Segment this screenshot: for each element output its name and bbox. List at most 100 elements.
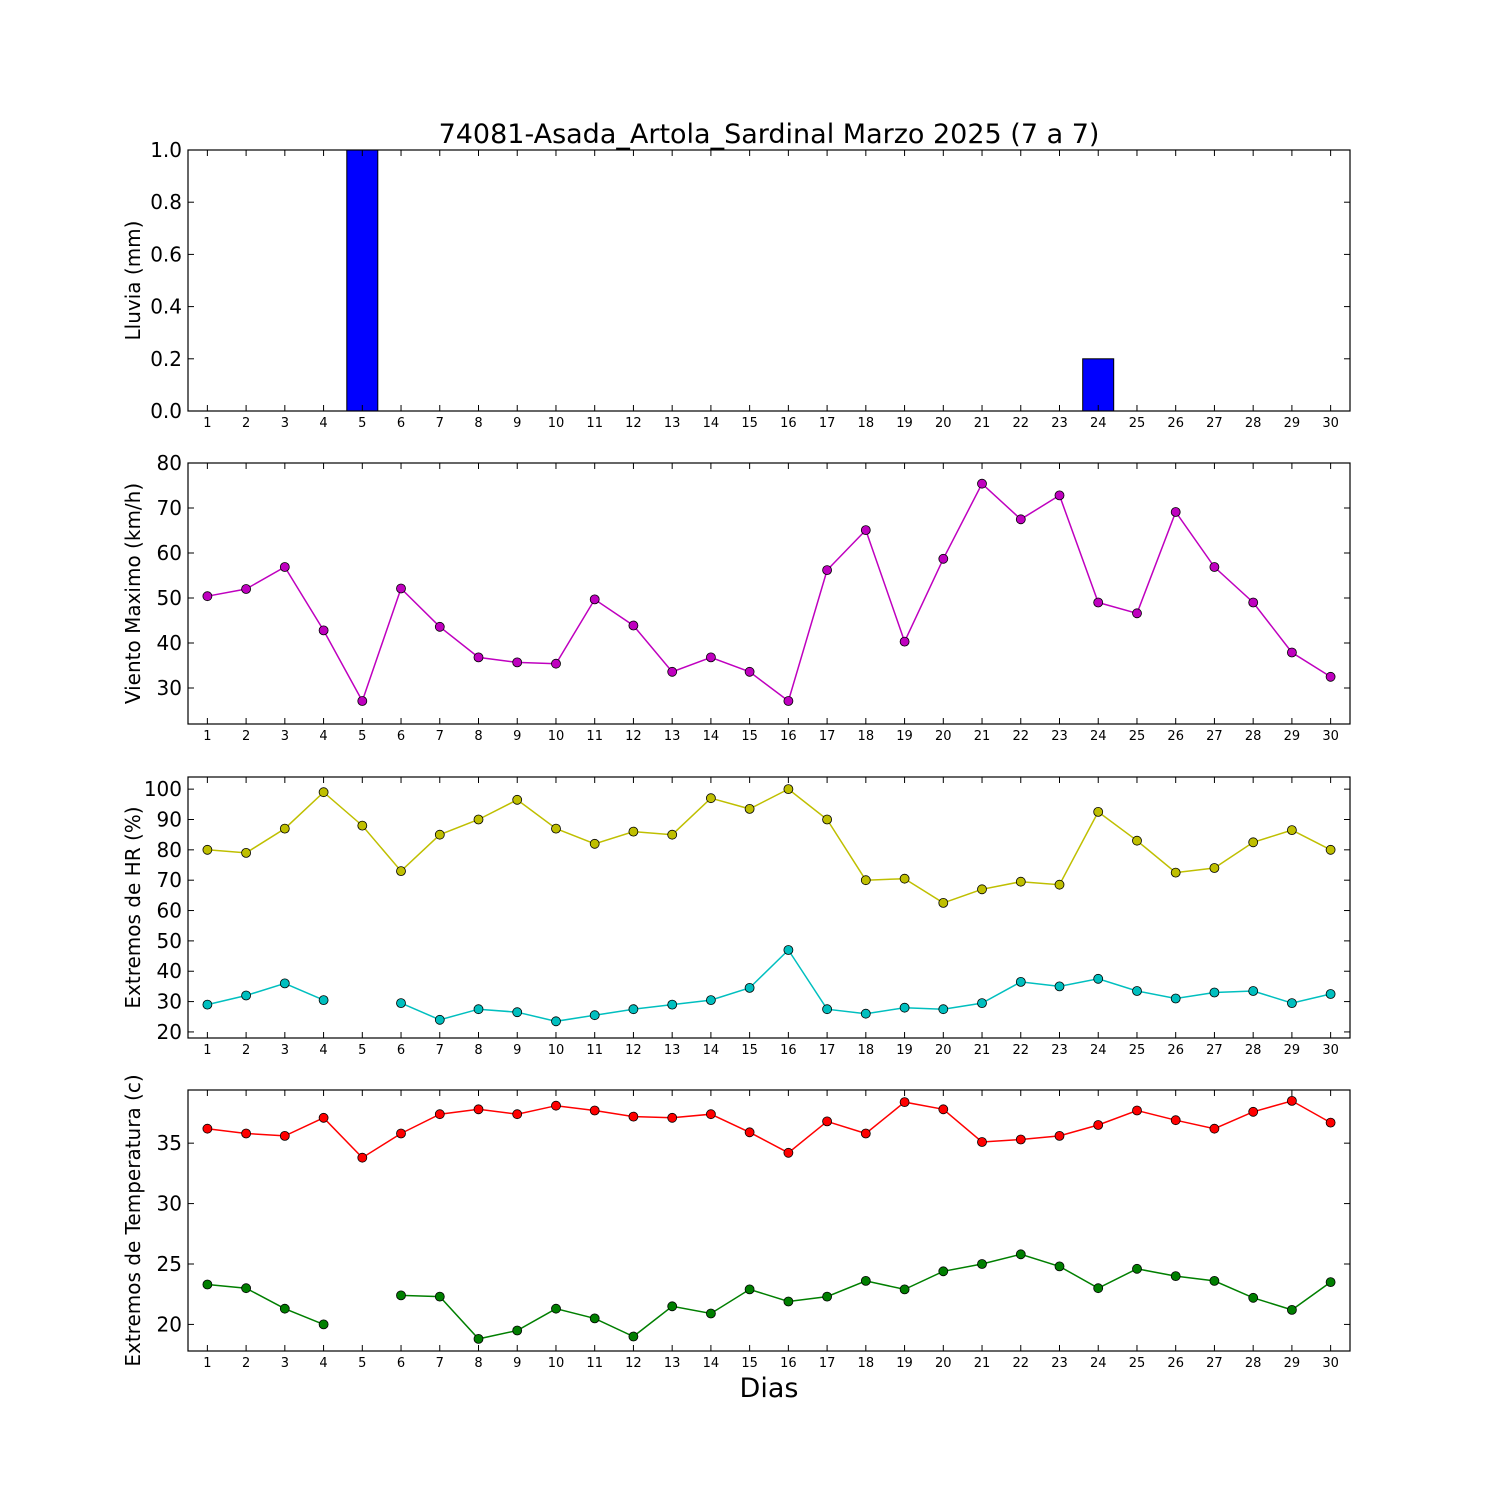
hr-series-1-point-8 <box>473 1004 484 1015</box>
temperatura-xtick-label: 12 <box>625 1356 642 1371</box>
temperatura-xtick-label: 26 <box>1167 1356 1184 1371</box>
temperatura-xtick-label: 1 <box>203 1356 211 1371</box>
viento-series-0-point-24 <box>1093 597 1104 608</box>
temperatura-series-1-point-6 <box>396 1290 406 1301</box>
temperatura-series-1-point-14 <box>706 1308 716 1319</box>
panel-lluvia: 0.00.20.40.60.81.01 2 3 4 5 6 7 8 9 10 11 12 13 14 15 1… <box>121 138 1351 431</box>
hr-series-1-point-29 <box>1287 998 1297 1008</box>
viento-series-0-point-1 <box>202 591 213 602</box>
viento-ytick-label: 80 <box>157 451 182 475</box>
temperatura-series-0-point-23 <box>1054 1131 1065 1141</box>
temperatura-series-1-point-11 <box>589 1313 600 1324</box>
temperatura-series-0-point-5 <box>357 1152 368 1163</box>
viento-series-0-point-18 <box>860 525 871 535</box>
temperatura-xtick-label: 13 <box>664 1356 681 1371</box>
lluvia-xtick-label: 8 <box>474 416 482 431</box>
viento-series-0-point-7 <box>434 621 445 632</box>
hr-series-1-point-19 <box>899 1002 910 1013</box>
viento-series-0-point-27 <box>1209 562 1220 572</box>
hr-xtick-label: 19 <box>896 1043 913 1058</box>
hr-xtick-label: 14 <box>703 1043 720 1058</box>
hr-series-0-point-26 <box>1170 867 1181 878</box>
chart-panels: 0.00.20.40.60.81.01 2 3 4 5 6 7 8 9 10 11 12 13 14 15 1… <box>121 138 1351 1371</box>
hr-xtick-label: 12 <box>625 1043 642 1058</box>
temperatura-series-1-point-7 <box>434 1291 445 1302</box>
hr-series-0-point-12 <box>628 826 639 837</box>
temperatura-series-0-point-19 <box>899 1097 910 1107</box>
viento-series-0-point-3 <box>279 562 290 572</box>
hr-series-0-point-14 <box>706 793 716 804</box>
viento-series-0-point-22 <box>1015 514 1026 525</box>
hr-series-1-point-7 <box>434 1014 445 1025</box>
viento-xtick-label: 16 <box>780 729 797 744</box>
hr-series-1-point-17 <box>822 1004 832 1015</box>
viento-xtick-label: 23 <box>1051 729 1068 744</box>
temperatura-series-0-point-28 <box>1248 1106 1259 1117</box>
lluvia-ytick-label: 0.0 <box>150 399 182 423</box>
viento-xtick-label: 17 <box>819 729 836 744</box>
viento-xtick-label: 15 <box>741 729 758 744</box>
lluvia-xtick-label: 1 <box>203 416 211 431</box>
viento-xtick-label: 14 <box>703 729 720 744</box>
hr-series-1-point-15 <box>744 983 755 993</box>
hr-series-0-point-25 <box>1132 835 1142 846</box>
viento-xtick-label: 20 <box>935 729 952 744</box>
temperatura-xtick-label: 3 <box>281 1356 289 1371</box>
hr-series-0-point-18 <box>860 875 871 886</box>
hr-xtick-label: 30 <box>1322 1043 1339 1058</box>
viento-series-0-point-10 <box>551 658 561 669</box>
lluvia-xtick-label: 5 <box>358 416 366 431</box>
temperatura-xtick-label: 30 <box>1322 1356 1339 1371</box>
viento-xtick-label: 6 <box>397 729 405 744</box>
temperatura-xtick-label: 22 <box>1012 1356 1029 1371</box>
viento-series-0-point-17 <box>822 565 832 575</box>
viento-series-0-point-9 <box>512 657 523 668</box>
lluvia-xtick-label: 26 <box>1167 416 1184 431</box>
viento-xtick-label: 28 <box>1245 729 1262 744</box>
temperatura-series-0-point-20 <box>938 1104 949 1115</box>
hr-xtick-label: 22 <box>1012 1043 1029 1058</box>
hr-xtick-label: 5 <box>358 1043 366 1058</box>
hr-series-0-point-21 <box>977 884 987 895</box>
temperatura-series-0-point-14 <box>706 1109 716 1120</box>
viento-series-0-point-30 <box>1325 671 1336 682</box>
hr-xtick-label: 10 <box>548 1043 565 1058</box>
viento-series-0-point-2 <box>241 584 252 594</box>
lluvia-xtick-label: 2 <box>242 416 250 431</box>
viento-xtick-label: 3 <box>281 729 289 744</box>
viento-series-0-point-14 <box>706 652 716 663</box>
hr-axes-frame <box>187 776 1351 1039</box>
temperatura-series-1-point-3 <box>279 1303 290 1314</box>
hr-series-1-point-22 <box>1015 977 1026 987</box>
temperatura-series-0-point-29 <box>1287 1096 1297 1106</box>
viento-xtick-label: 24 <box>1090 729 1107 744</box>
hr-series-0-point-24 <box>1093 807 1104 817</box>
hr-series-0-point-29 <box>1287 825 1297 835</box>
temperatura-xtick-label: 19 <box>896 1356 913 1371</box>
viento-xtick-label: 11 <box>586 729 603 744</box>
hr-xtick-label: 26 <box>1167 1043 1184 1058</box>
temperatura-xtick-label: 20 <box>935 1356 952 1371</box>
hr-ytick-label: 20 <box>157 1020 182 1044</box>
temperatura-xtick-label: 28 <box>1245 1356 1262 1371</box>
viento-ytick-label: 70 <box>157 496 182 520</box>
hr-series-0-point-10 <box>551 823 561 834</box>
temperatura-xtick-label: 10 <box>548 1356 565 1371</box>
viento-ytick-label: 40 <box>157 631 182 655</box>
temperatura-series-0-point-30 <box>1325 1117 1336 1128</box>
viento-xtick-label: 5 <box>358 729 366 744</box>
hr-xtick-label: 20 <box>935 1043 952 1058</box>
lluvia-ytick-label: 0.8 <box>150 190 182 214</box>
temperatura-series-0-point-10 <box>551 1100 561 1111</box>
temperatura-xtick-label: 11 <box>586 1356 603 1371</box>
temperatura-series-1-point-4 <box>318 1319 329 1330</box>
hr-xtick-label: 2 <box>242 1043 250 1058</box>
temperatura-xtick-label: 29 <box>1284 1356 1301 1371</box>
lluvia-ytick-label: 0.4 <box>150 295 182 319</box>
temperatura-series-1-point-17 <box>822 1291 832 1302</box>
hr-series-1-point-25 <box>1132 986 1142 996</box>
hr-series-0-point-7 <box>434 829 445 840</box>
hr-series-0-point-9 <box>512 794 523 805</box>
